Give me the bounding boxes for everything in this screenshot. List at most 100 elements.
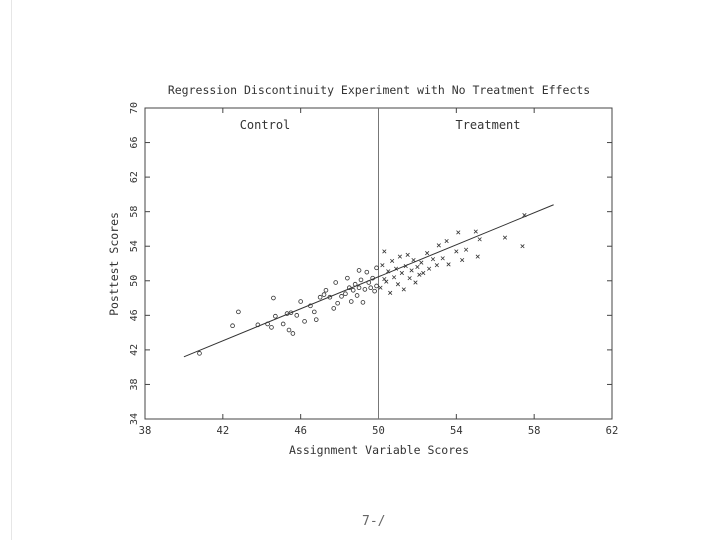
treatment-point [434,263,439,268]
treatment-point [382,249,387,254]
treatment-point [463,247,469,252]
treatment-point [399,270,404,276]
treatment-point [446,262,451,267]
y-tick-label: 62 [129,171,140,183]
treatment-point [395,282,401,287]
page-edge-rule [11,0,12,540]
control-point [372,288,377,294]
treatment-point [380,263,385,268]
control-point [288,310,294,316]
y-tick-label: 38 [129,378,140,390]
treatment-point [427,266,432,271]
y-tick-label: 42 [129,344,140,356]
y-tick-label: 70 [129,102,140,114]
treatment-point [460,257,465,263]
treatment-point [405,252,410,257]
treatment-point [413,280,418,285]
control-point [323,287,329,293]
control-point [348,299,354,304]
treatment-point [520,244,525,249]
control-point [317,294,323,300]
treatment-point [419,260,424,265]
treatment-point [378,285,383,290]
treatment-point [388,290,393,295]
control-point [354,293,360,298]
control-point [356,268,362,273]
control-point [255,322,261,328]
treatment-point [425,251,430,256]
control-point [366,280,372,285]
treatment-point [436,243,441,248]
control-point [374,265,379,271]
treatment-point [475,254,480,259]
treatment-point [407,276,412,281]
x-axis-label: Assignment Variable Scores [289,443,469,457]
control-point [286,327,292,333]
control-point [313,317,319,322]
y-tick-label: 46 [129,309,140,321]
x-tick-label: 54 [450,425,463,437]
treatment-point [421,270,426,276]
treatment-point [444,238,449,244]
y-tick-label: 50 [129,275,140,287]
treatment-point [502,235,508,240]
control-point [311,309,317,315]
treatment-point [401,287,406,292]
control-group-label: Control [240,118,291,132]
y-axis-label: Posttest Scores [107,212,121,316]
control-point [364,269,370,275]
control-point [321,292,327,297]
control-point [290,331,296,336]
treatment-point [409,268,414,273]
y-axis: 34 38 42 46 50 54 58 62 66 70 [129,102,612,425]
control-point [356,285,362,290]
data-points [197,213,527,356]
y-tick-label: 54 [129,240,140,252]
chart-title: Regression Discontinuity Experiment with… [168,83,590,97]
control-point [273,313,278,319]
y-tick-label: 58 [129,206,140,218]
control-point [350,287,356,293]
x-tick-label: 46 [294,425,307,437]
control-point [370,275,375,281]
control-point [271,295,276,301]
control-point [358,277,364,283]
treatment-point [393,266,399,271]
control-point [347,285,352,290]
x-tick-label: 38 [139,425,152,437]
treatment-point [430,257,436,262]
page-number: 7-/ [362,514,386,529]
control-point [302,319,307,324]
treatment-point [477,237,482,242]
treatment-group-label: Treatment [455,118,520,132]
treatment-point [415,264,420,270]
x-axis: 38 42 46 50 54 58 62 [139,108,619,437]
control-point [197,351,202,356]
control-point [339,294,344,299]
treatment-point [391,275,397,280]
control-point [269,325,274,330]
control-point [280,321,286,327]
control-point [362,287,368,292]
x-tick-label: 42 [217,425,230,437]
control-point [345,275,350,281]
treatment-point [456,230,461,235]
x-tick-label: 62 [606,425,619,437]
control-point [298,299,303,304]
control-point [360,300,366,305]
control-point [294,313,300,318]
control-point [230,323,235,329]
treatment-point [382,276,387,282]
y-tick-label: 34 [129,413,140,425]
treatment-point [411,257,416,263]
treatment-point [384,279,389,284]
treatment-point [440,256,445,261]
control-point [343,291,348,297]
control-point [308,303,313,309]
y-tick-label: 66 [129,137,140,149]
treatment-point [403,264,408,269]
treatment-point [390,258,395,263]
treatment-point [417,272,422,277]
treatment-point [473,229,478,234]
